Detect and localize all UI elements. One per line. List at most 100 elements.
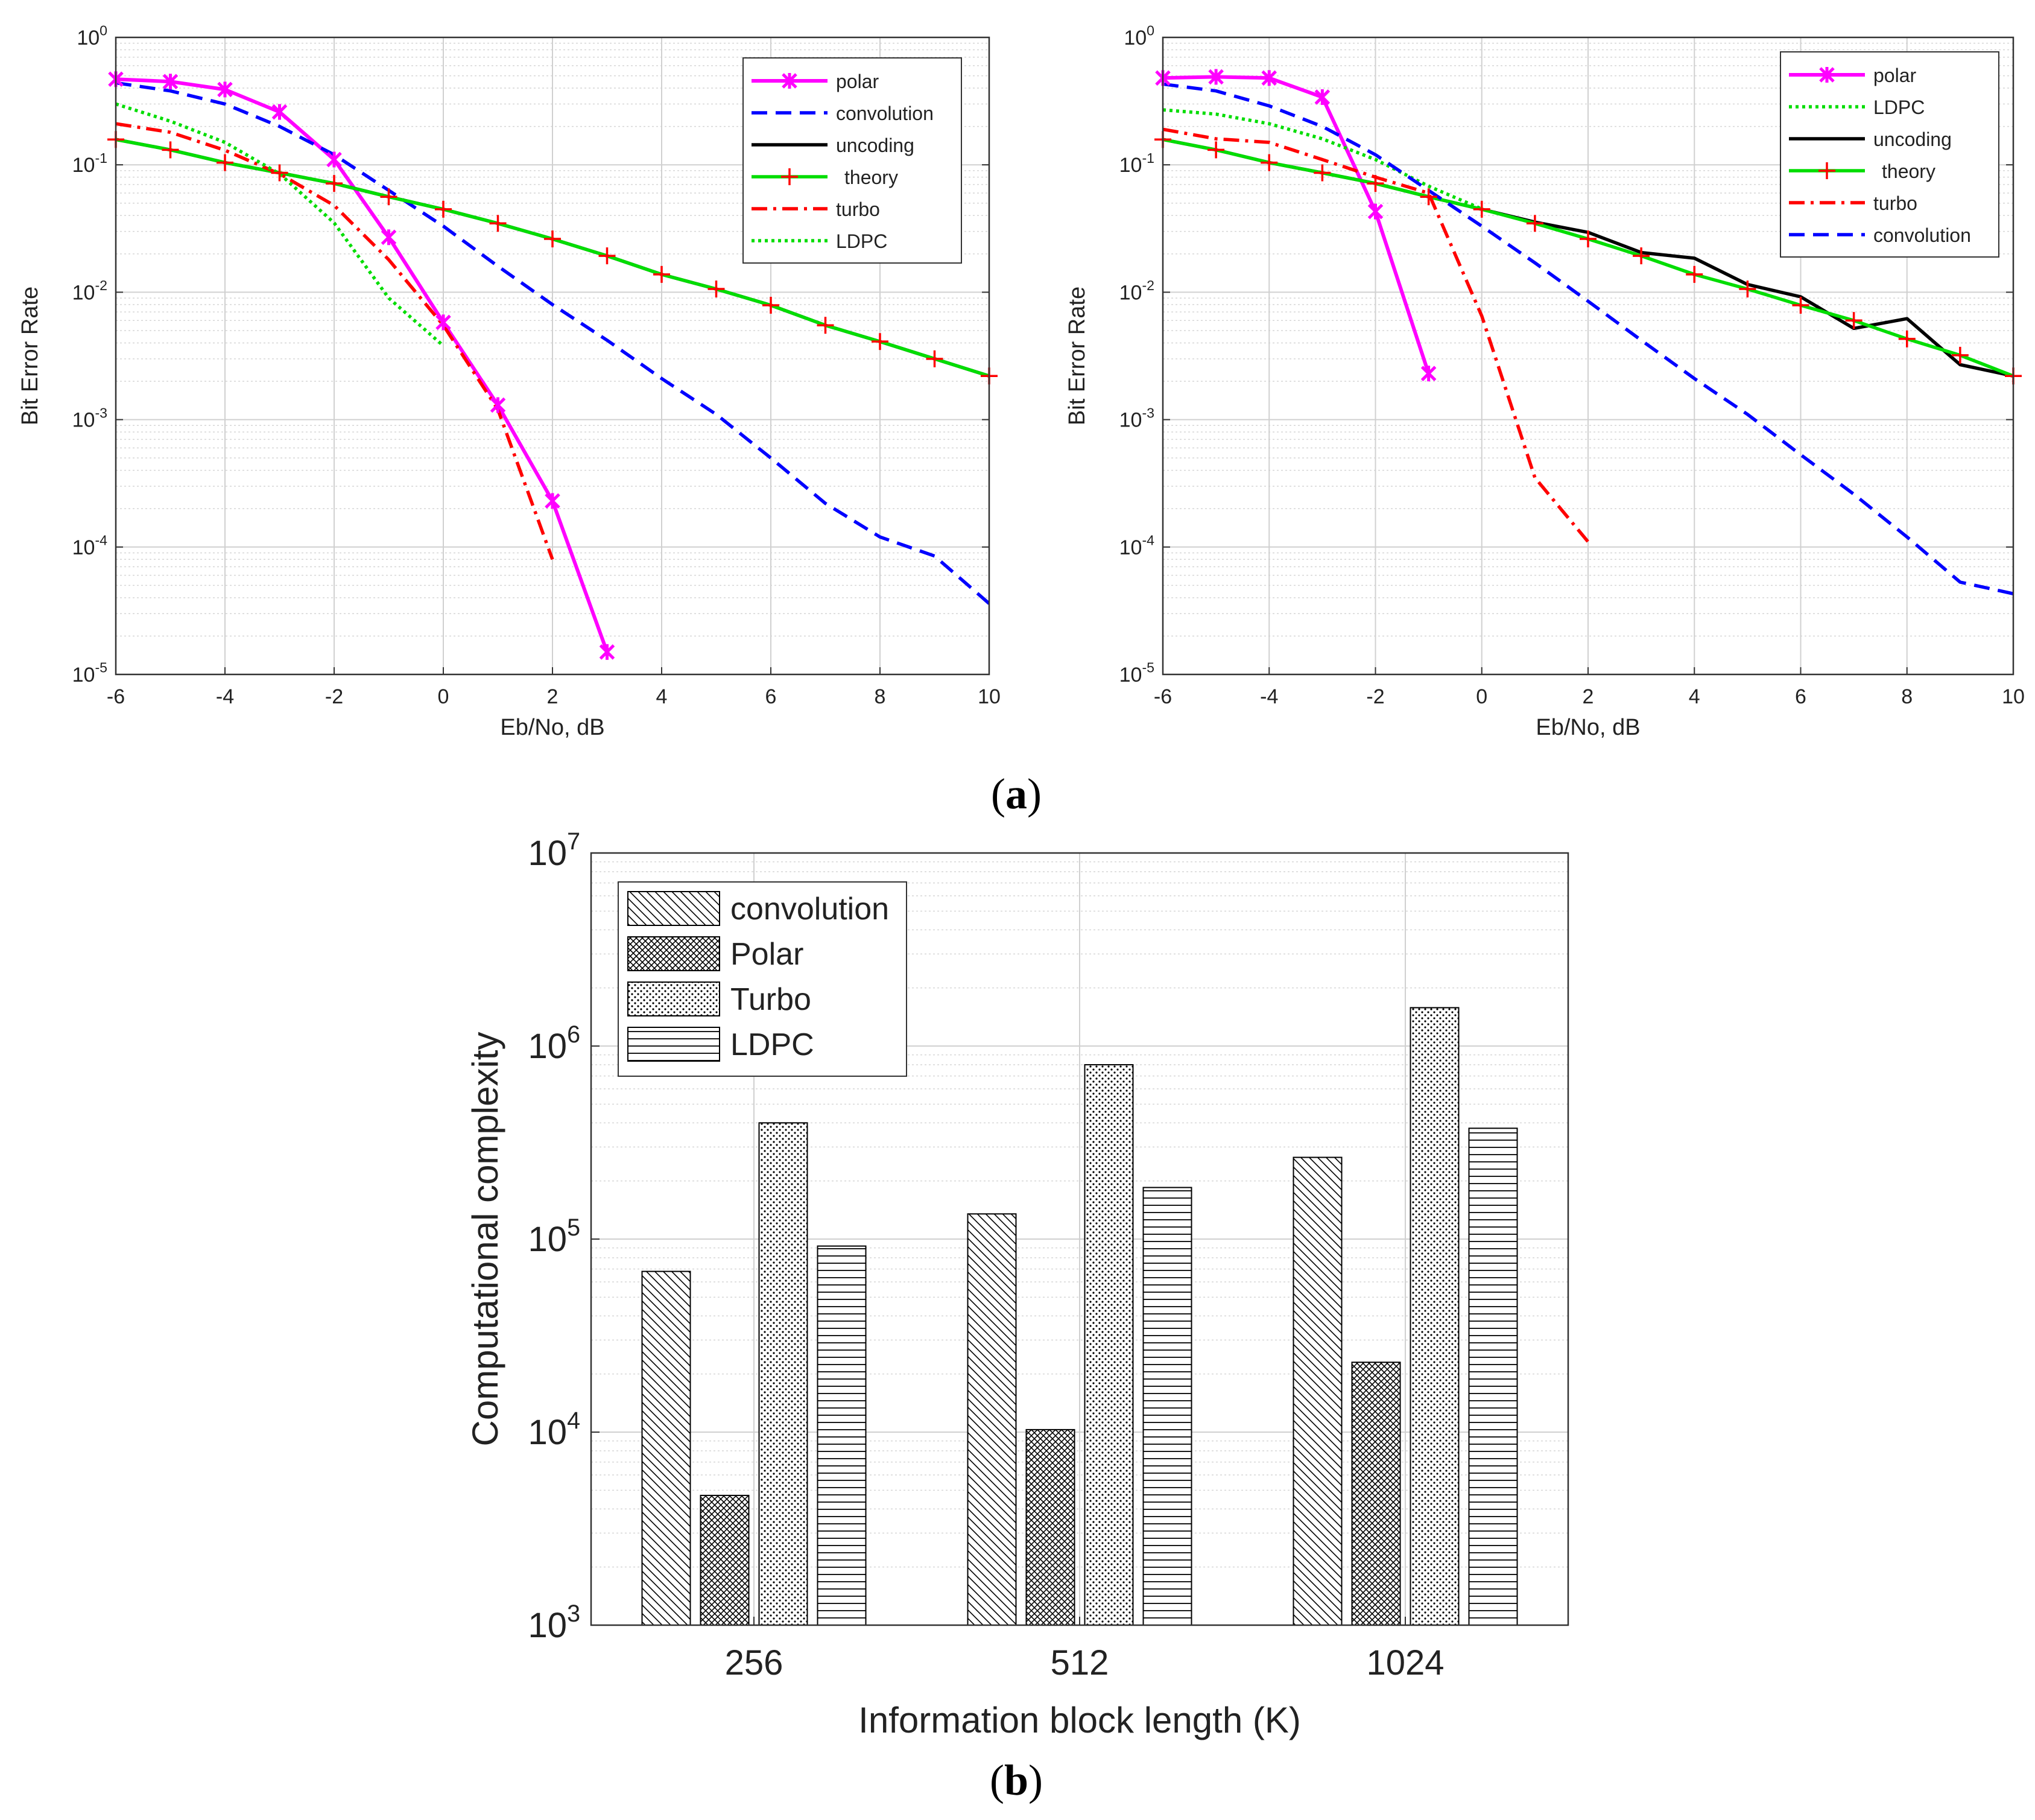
y-tick-label-exp: -2 xyxy=(95,277,107,293)
panel-b-letter: b xyxy=(1004,1756,1028,1804)
x-tick-label: 6 xyxy=(765,685,777,708)
y-tick-label-base: 10 xyxy=(72,536,95,559)
y-tick-label-exp: -2 xyxy=(1142,277,1154,293)
point-theory xyxy=(326,175,343,192)
legend-label-theory: theory xyxy=(844,166,898,188)
x-tick-label: -4 xyxy=(1260,685,1278,708)
point-theory xyxy=(762,297,779,314)
y-tick-label-base: 10 xyxy=(528,834,568,873)
legend-label-convolution: convolution xyxy=(836,103,934,124)
y-tick-label: 10-2 xyxy=(1119,277,1154,304)
x-tick-label: 4 xyxy=(656,685,668,708)
y-tick-label-base: 10 xyxy=(77,27,100,49)
y-axis-label: Bit Error Rate xyxy=(1065,287,1090,425)
point-theory xyxy=(544,230,561,248)
legend-box xyxy=(1780,51,1999,258)
series-line-convolution xyxy=(116,81,989,605)
point-polar xyxy=(217,81,233,98)
point-polar xyxy=(490,397,506,413)
legend-swatch-Turbo xyxy=(627,981,720,1016)
y-tick-label-exp: 0 xyxy=(1147,23,1154,39)
x-tick-label: 0 xyxy=(1476,685,1487,708)
legend-label-turbo: turbo xyxy=(1873,192,1917,214)
bar-convolution-1024 xyxy=(1293,1156,1343,1626)
y-tick-label-base: 10 xyxy=(1119,536,1142,559)
point-theory xyxy=(707,281,725,298)
series-line-turbo xyxy=(116,122,554,560)
y-tick-label: 10-5 xyxy=(72,660,107,686)
legend: polar convolution uncoding theory turbo LDPC xyxy=(742,57,962,264)
x-tick-label: -6 xyxy=(107,685,125,708)
point-theory xyxy=(1261,154,1278,171)
point-polar xyxy=(545,493,560,509)
y-tick-label: 10-3 xyxy=(72,405,107,431)
bar-LDPC-512 xyxy=(1142,1187,1192,1626)
point-theory xyxy=(1951,346,1969,364)
y-tick-label: 104 xyxy=(528,1407,580,1452)
series-line-LDPC xyxy=(116,102,445,347)
y-tick-label: 10-3 xyxy=(1119,405,1154,431)
point-theory xyxy=(435,200,452,218)
legend-label-Polar: Polar xyxy=(730,937,803,972)
x-tick-label: 8 xyxy=(1901,685,1913,708)
panel-label-a: (a) xyxy=(991,770,1042,818)
x-tick-label: 1024 xyxy=(1366,1643,1444,1682)
point-theory xyxy=(1314,164,1331,182)
point-theory xyxy=(1207,141,1225,159)
point-theory xyxy=(598,247,616,265)
point-theory xyxy=(1845,312,1863,329)
bar-convolution-512 xyxy=(967,1213,1017,1626)
legend-label-turbo: turbo xyxy=(836,198,880,220)
y-tick-label-exp: 0 xyxy=(100,23,107,39)
y-tick-label: 100 xyxy=(1124,23,1154,49)
x-tick-label: 10 xyxy=(978,685,1001,708)
y-tick-label: 10-4 xyxy=(1119,533,1155,559)
y-tick-label-exp: -5 xyxy=(95,660,107,676)
y-tick-label-base: 10 xyxy=(1119,664,1142,686)
y-axis-label: Computational complexity xyxy=(465,1032,505,1447)
legend-label-theory: theory xyxy=(1882,160,1935,182)
bar-Turbo-256 xyxy=(758,1122,808,1626)
y-tick-label: 10-1 xyxy=(72,150,107,177)
point-polar xyxy=(1208,69,1224,85)
bar-LDPC-1024 xyxy=(1468,1127,1518,1626)
y-tick-label-base: 10 xyxy=(528,1606,568,1645)
plot-frame xyxy=(1162,36,2014,676)
legend-swatch-LDPC xyxy=(627,1027,720,1062)
point-polar xyxy=(381,229,397,246)
point-theory xyxy=(817,317,834,334)
x-tick-label: 512 xyxy=(1051,1643,1109,1682)
x-tick-label: 6 xyxy=(1795,685,1806,708)
y-tick-label-base: 10 xyxy=(72,664,95,686)
legend-swatch-convolution xyxy=(627,891,720,926)
series-line-polar xyxy=(116,77,609,653)
point-theory xyxy=(1526,215,1543,232)
point-polar xyxy=(271,104,288,120)
legend-label-uncoding: uncoding xyxy=(1873,128,1952,150)
bar-Polar-512 xyxy=(1025,1428,1075,1626)
bar-Turbo-512 xyxy=(1084,1064,1134,1626)
point-theory xyxy=(1898,330,1916,347)
y-axis-label: Bit Error Rate xyxy=(17,287,43,425)
y-tick-label-base: 10 xyxy=(72,281,95,304)
point-theory xyxy=(1473,200,1490,218)
y-tick-label-exp: 6 xyxy=(567,1021,580,1048)
bar-Polar-1024 xyxy=(1351,1362,1401,1626)
legend-box xyxy=(742,57,962,264)
y-tick-label: 106 xyxy=(528,1021,580,1066)
y-tick-label-exp: 5 xyxy=(567,1214,580,1241)
point-polar xyxy=(599,644,615,660)
bar-Polar-256 xyxy=(700,1494,750,1626)
y-tick-label-base: 10 xyxy=(72,154,95,177)
y-tick-label: 10-2 xyxy=(72,277,107,304)
x-tick-label: 2 xyxy=(1583,685,1594,708)
x-tick-label: -2 xyxy=(1366,685,1384,708)
y-tick-label-exp: -1 xyxy=(95,150,107,166)
point-theory xyxy=(380,188,397,206)
legend-label-uncoding: uncoding xyxy=(836,135,914,156)
y-tick-label: 10-1 xyxy=(1119,150,1154,177)
legend-label-Turbo: Turbo xyxy=(730,982,811,1017)
legend-swatch-Polar xyxy=(627,936,720,971)
